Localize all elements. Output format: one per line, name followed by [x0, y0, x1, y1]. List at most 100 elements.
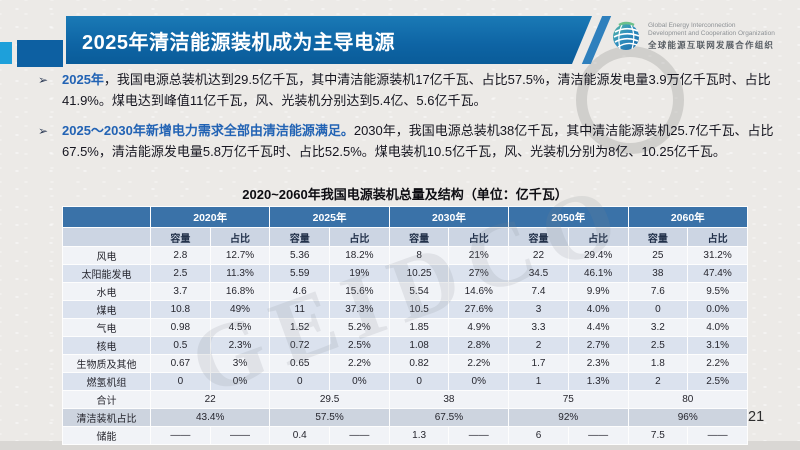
year-header: 2050年 [508, 206, 629, 228]
table-cell: 67.5% [388, 408, 510, 427]
table-row: 生物质及其他 0.67 3% 0.65 2.2% 0.82 2.2% 1.7 2.3% 1.8 2.… [62, 354, 748, 373]
table-cell: 9.5% [687, 282, 748, 301]
subheader-cell: 容量 [627, 227, 689, 247]
table-cell: 0.82 [388, 354, 450, 373]
logo-text-en2: Development and Cooperation Organization [648, 29, 775, 37]
table-cell: 0.67 [150, 354, 211, 373]
table-cell: 0 [150, 372, 211, 391]
table-cell: 2.2% [448, 354, 510, 373]
table-cell: 5.2% [329, 318, 390, 337]
subheader-cell: 占比 [329, 227, 390, 247]
table-row: 合计 22 29.5 38 75 80 [62, 390, 748, 409]
row-label: 风电 [62, 246, 151, 265]
table-cell: 49% [209, 300, 271, 319]
deco-square-blue [17, 40, 63, 67]
row-label: 合计 [62, 390, 151, 409]
table-cell: 75 [508, 390, 629, 409]
table-subheader-row: 容量 占比 容量 占比 容量 占比 容量 占比 容量 占比 [62, 227, 748, 247]
capacity-table: 2020年 2025年 2030年 2050年 2060年 容量 占比 容量 占比 容量… [62, 206, 748, 445]
table-row: 气电 0.98 4.5% 1.52 5.2% 1.85 4.9% 3.3 4.4% 3.2 4.0% [62, 318, 748, 337]
table-cell: 3.2 [627, 318, 689, 337]
table-cell: 2.3% [567, 354, 629, 373]
table-cell: 0.5 [150, 336, 211, 355]
table-cell: —— [209, 426, 271, 445]
capacity-table-grid: 2020年 2025年 2030年 2050年 2060年 容量 占比 容量 占比 容量… [62, 206, 748, 445]
table-cell: 0.65 [269, 354, 331, 373]
subheader-cell: 容量 [388, 227, 450, 247]
table-cell: 27.6% [448, 300, 510, 319]
table-cell: 4.0% [687, 318, 748, 337]
table-cell: 57.5% [269, 408, 390, 427]
table-cell: 0.72 [269, 336, 331, 355]
table-row: 清洁装机占比 43.4% 57.5% 67.5% 92% 96% [62, 408, 748, 427]
table-cell: 0 [627, 300, 689, 319]
table-cell: 0 [388, 372, 450, 391]
table-row: 煤电 10.8 49% 11 37.3% 10.5 27.6% 3 4.0% 0 0.0% [62, 300, 748, 319]
table-year-header-row: 2020年 2025年 2030年 2050年 2060年 [62, 206, 748, 228]
table-cell: 38 [627, 264, 689, 283]
subheader-cell: 占比 [567, 227, 629, 247]
table-cell: 22 [508, 246, 569, 265]
table-cell: 29.4% [567, 246, 629, 265]
table-cell: 18.2% [329, 246, 390, 265]
org-logo-text: Global Energy Interconnection Developmen… [648, 22, 775, 51]
row-label: 清洁装机占比 [62, 408, 151, 427]
table-cell: 1.08 [388, 336, 450, 355]
table-cell: 10.5 [388, 300, 450, 319]
table-cell: 6 [508, 426, 569, 445]
row-label: 气电 [62, 318, 151, 337]
table-cell: 4.5% [209, 318, 271, 337]
table-row: 储能 —— —— 0.4 —— 1.3 —— 6 —— 7.5 —— [62, 426, 748, 445]
row-label: 储能 [62, 426, 151, 445]
table-cell: 37.3% [329, 300, 390, 319]
table-row: 燃氢机组 0 0% 0 0% 0 0% 1 1.3% 2 2.5% [62, 372, 748, 391]
table-cell: 7.4 [508, 282, 569, 301]
table-cell: 5.54 [388, 282, 450, 301]
table-cell: 1.85 [388, 318, 450, 337]
bullet-arrow-icon: ➢ [38, 73, 49, 87]
table-cell: 3 [508, 300, 569, 319]
table-cell: 1 [508, 372, 569, 391]
row-label: 水电 [62, 282, 151, 301]
table-cell: —— [329, 426, 390, 445]
bullet-2025-2030-lead: 2025～2030年新增电力需求全部由清洁能源满足。 [62, 123, 354, 138]
corner-cell [62, 206, 151, 228]
logo-text-en1: Global Energy Interconnection [648, 21, 736, 29]
row-label: 生物质及其他 [62, 354, 151, 373]
table-cell: 46.1% [567, 264, 629, 283]
table-cell: 11.3% [209, 264, 271, 283]
table-cell: 9.9% [567, 282, 629, 301]
deco-square-cyan [0, 42, 12, 64]
table-cell: 4.0% [567, 300, 629, 319]
bullet-2025-body: ，我国电源总装机达到29.5亿千瓦，其中清洁能源装机17亿千瓦、占比57.5%，… [62, 72, 771, 108]
year-header: 2020年 [149, 206, 271, 228]
table-cell: 2.5 [627, 336, 689, 355]
subheader-cell: 容量 [150, 227, 211, 247]
table-cell: 1.3% [567, 372, 629, 391]
table-cell: —— [567, 426, 629, 445]
table-cell: 34.5 [508, 264, 569, 283]
year-header: 2025年 [269, 206, 390, 228]
table-cell: 12.7% [209, 246, 271, 265]
table-title: 2020~2060年我国电源装机总量及结构（单位：亿千瓦） [242, 187, 568, 202]
table-cell: 4.4% [567, 318, 629, 337]
bullet-2025-2030-text: 2025～2030年新增电力需求全部由清洁能源满足。2030年，我国电源总装机3… [62, 121, 780, 162]
table-cell: 92% [508, 408, 629, 427]
table-cell: 0% [329, 372, 390, 391]
ghost-circle-watermark [576, 46, 684, 154]
table-cell: 3% [209, 354, 271, 373]
table-row: 核电 0.5 2.3% 0.72 2.5% 1.08 2.8% 2 2.7% 2.5 3.1% [62, 336, 748, 355]
subheader-cell: 容量 [269, 227, 331, 247]
table-cell: 19% [329, 264, 390, 283]
table-cell: 21% [448, 246, 510, 265]
table-cell: 10.8 [150, 300, 211, 319]
table-cell: 10.25 [388, 264, 450, 283]
title-bar: 2025年清洁能源装机成为主导电源 [66, 16, 592, 64]
bullet-arrow-icon: ➢ [38, 124, 49, 138]
table-cell: 0.98 [150, 318, 211, 337]
table-cell: 2.3% [209, 336, 271, 355]
table-cell: 2.2% [329, 354, 390, 373]
globe-icon [613, 21, 640, 50]
table-cell: 2.7% [567, 336, 629, 355]
